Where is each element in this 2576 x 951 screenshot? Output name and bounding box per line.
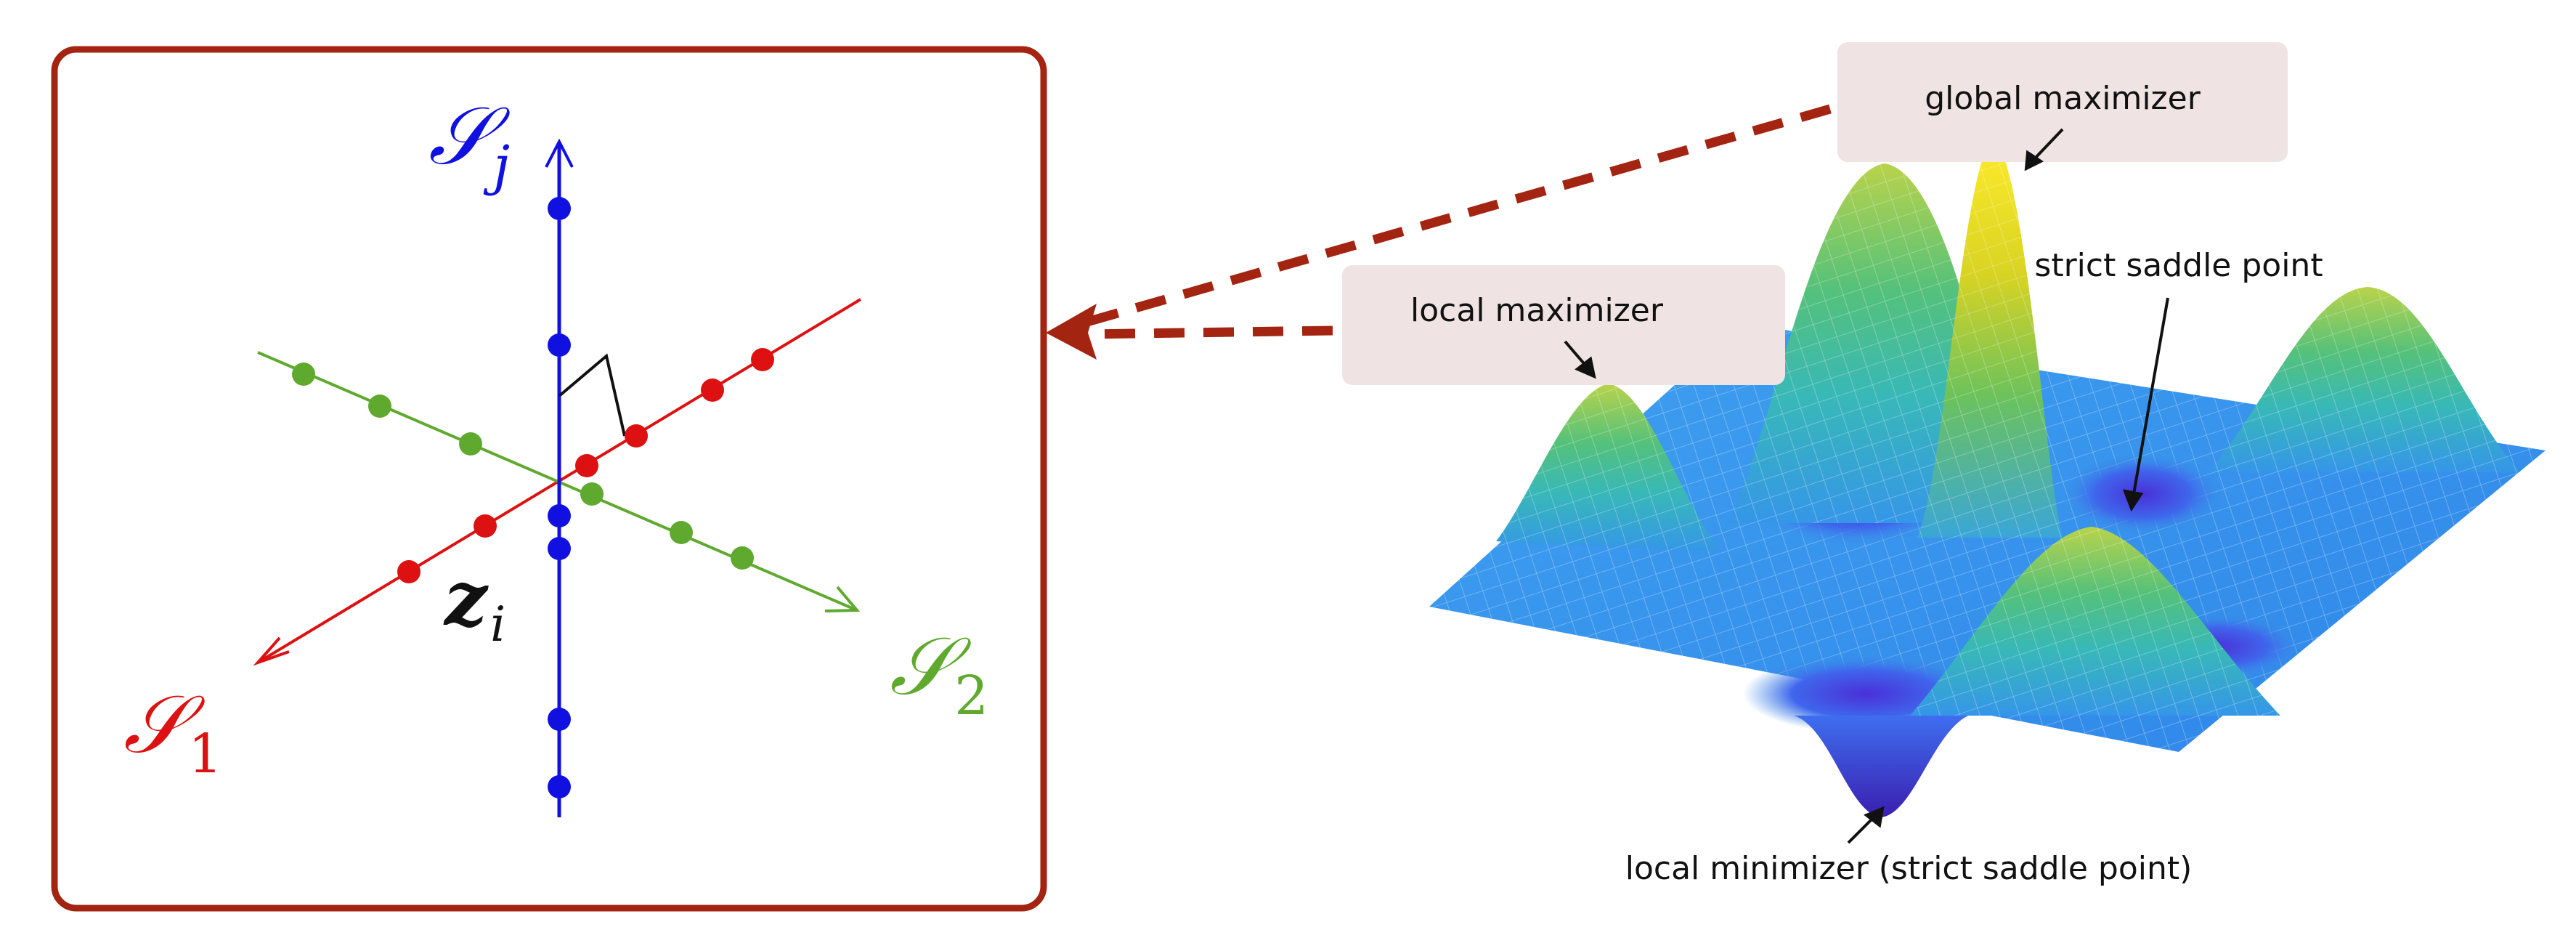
s2-point (670, 521, 693, 544)
s2-point (580, 482, 604, 506)
local-max-callout (1342, 265, 1785, 385)
sj-point (548, 197, 571, 220)
sj-point (548, 537, 571, 560)
s1-point (751, 348, 774, 371)
right-angle-marker (558, 353, 626, 437)
s1-point (575, 454, 598, 477)
global-max-pointer (2032, 128, 2064, 161)
sj-point (548, 708, 571, 731)
pointer-arrows (1564, 128, 2169, 844)
local-max-label: local maximizer (1410, 292, 1664, 329)
s2-point (459, 432, 482, 456)
surface-plot (1429, 134, 2545, 817)
sj-point (548, 333, 571, 357)
global-max-callout (1837, 42, 2288, 162)
sj-points (548, 197, 571, 798)
sj-axis (545, 138, 574, 817)
s1-points (397, 348, 774, 583)
zi-label: zi (443, 554, 505, 652)
s2-points (292, 363, 754, 570)
strict-saddle-pointer (2132, 297, 2169, 495)
s2-point (292, 363, 315, 386)
s1-point (474, 514, 497, 538)
s2-point (368, 394, 391, 418)
local-min-pointer (1847, 816, 1875, 844)
local-min-label: local minimizer (strict saddle point) (1625, 850, 2193, 887)
sj-point (548, 504, 571, 527)
local-max-pointer (1564, 340, 1588, 368)
s1-point (701, 379, 724, 402)
s2-point (731, 546, 754, 570)
sj-point (548, 775, 571, 798)
s1-point (397, 560, 420, 583)
link-arrowhead (1046, 304, 1097, 360)
local-minimizer-dip (1794, 716, 1968, 817)
strict-saddle-label: strict saddle point (2034, 247, 2323, 284)
link-arrows (1046, 104, 1832, 360)
global-max-label: global maximizer (1925, 80, 2201, 117)
s1-point (625, 424, 648, 448)
